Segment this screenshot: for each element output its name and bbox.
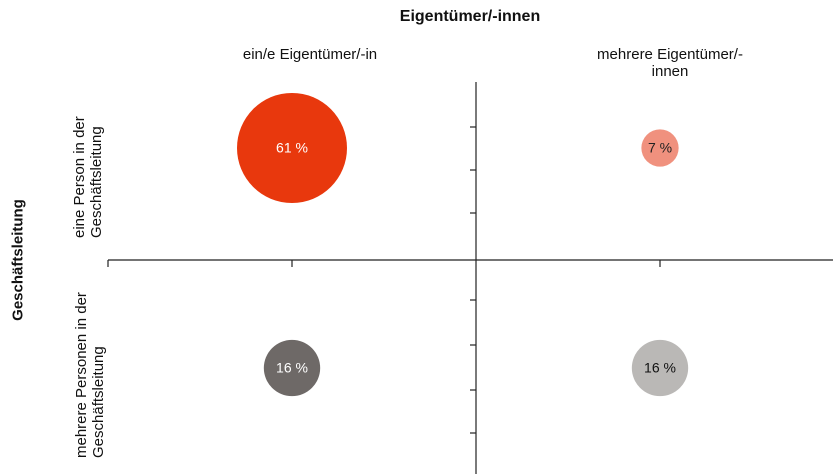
x-category-label: mehrere Eigentümer/-innen (597, 46, 743, 80)
bubble (237, 93, 347, 203)
data-label: 61 % (276, 140, 308, 156)
data-label: 7 % (648, 140, 672, 156)
x-category-label: ein/e Eigentümer/-in (242, 46, 378, 63)
y-title: Geschäftsleitung (9, 199, 27, 321)
bubble (631, 339, 689, 397)
data-label: 16 % (644, 360, 676, 376)
chart-title: Eigentümer/-innen (399, 8, 541, 25)
bubble (263, 339, 321, 397)
data-label: 16 % (276, 360, 308, 376)
y-category-label: eine Person in der Geschäftsleitung (71, 116, 105, 238)
y-category-label: mehrere Personen in der Geschäftsleitung (73, 292, 107, 458)
axis-ticks (107, 126, 661, 434)
bubble (641, 129, 679, 167)
